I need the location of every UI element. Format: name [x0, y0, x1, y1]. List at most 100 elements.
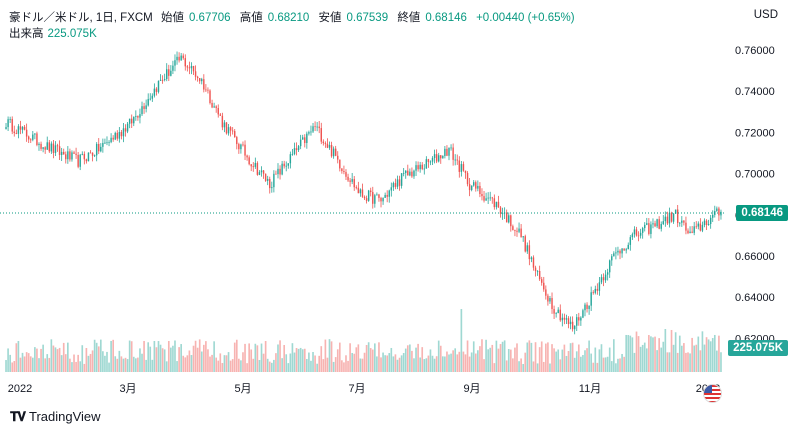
candle-body [120, 132, 123, 137]
volume-bar [540, 341, 543, 372]
candle-body [11, 119, 13, 132]
candle-body [689, 231, 691, 234]
volume-bar [159, 344, 162, 372]
volume-bar [477, 350, 479, 372]
volume-bar [291, 343, 294, 372]
volume-bar [336, 349, 339, 372]
volume-bar [709, 341, 712, 372]
volume-bar [279, 340, 281, 372]
candle-body [407, 170, 409, 176]
us-flag-icon[interactable] [703, 384, 722, 403]
volume-bar [83, 363, 86, 372]
volume-bar [213, 341, 215, 372]
candle-body [182, 55, 184, 59]
candle-body [172, 65, 174, 71]
candle-body [69, 151, 71, 160]
volume-bar [441, 356, 444, 372]
candle-body [209, 90, 211, 103]
volume-bar [192, 345, 195, 372]
candle-body [77, 154, 79, 167]
candle-body [695, 226, 697, 228]
volume-bar [312, 352, 314, 372]
candle-body [291, 153, 294, 155]
volume-bar [386, 355, 389, 372]
volume-bar [713, 334, 716, 372]
candle-body [135, 115, 137, 117]
candle-body [17, 126, 20, 134]
chart-legend: 豪ドル／米ドル, 1日, FXCM 始値 0.67706 高値 0.68210 安値… [9, 9, 581, 25]
volume-bar [299, 347, 302, 372]
candle-body [372, 192, 374, 204]
volume-bar [518, 361, 520, 372]
volume-bar [320, 346, 323, 372]
candle-body [425, 159, 428, 169]
candle-body [592, 292, 594, 294]
volume-bar [9, 354, 11, 372]
candle-body [21, 126, 24, 130]
candle-body [670, 212, 673, 222]
candle-body [341, 168, 343, 172]
candle-body [565, 318, 568, 320]
volume-bar [567, 351, 570, 372]
volume-bar [110, 340, 112, 372]
volume-bar [625, 334, 628, 372]
volume-bar [631, 337, 634, 372]
candle-body [174, 60, 176, 66]
candle-body [213, 106, 215, 108]
candle-body [497, 201, 500, 208]
candle-body [676, 209, 679, 224]
volume-bar [252, 358, 255, 372]
candle-body [256, 163, 259, 175]
candle-body [608, 260, 611, 273]
volume-bar [648, 335, 650, 372]
candle-body [349, 180, 351, 182]
time-tick-label: 2022 [8, 383, 32, 395]
candle-body [508, 215, 510, 223]
candle-body [526, 245, 529, 252]
volume-bar [458, 351, 461, 372]
candle-body [104, 142, 106, 144]
candle-body [450, 147, 452, 149]
volume-bar [219, 353, 222, 372]
volume-bar [36, 348, 38, 372]
volume-bar [153, 340, 156, 372]
volume-bar [474, 353, 477, 372]
volume-bar [538, 347, 541, 372]
candle-body [25, 129, 28, 137]
volume-bar [652, 337, 654, 372]
candle-body [65, 154, 67, 160]
volume-bar [172, 345, 174, 372]
candle-body [273, 173, 275, 188]
time-tick-label: 11月 [579, 383, 601, 395]
volume-bar [588, 340, 590, 372]
volume-bar [81, 345, 84, 372]
volume-bar [602, 357, 605, 372]
volume-bar [281, 358, 283, 372]
volume-bar [569, 343, 572, 372]
volume-bar [456, 354, 459, 372]
volume-bar [718, 335, 720, 372]
candle-body [93, 155, 96, 157]
volume-bar [689, 353, 691, 372]
candle-body [347, 176, 349, 181]
time-tick-label: 3月 [119, 383, 136, 395]
volume-bar [600, 344, 603, 372]
volume-bar [194, 340, 197, 372]
volume-bar [371, 349, 374, 372]
candle-body [112, 137, 114, 140]
candle-body [318, 126, 320, 129]
volume-bar [610, 361, 613, 372]
volume-bar [522, 363, 525, 372]
candle-body [54, 145, 57, 153]
tradingview-logo[interactable]: 𝐓𝐕 TradingView [10, 409, 101, 425]
volume-bar [44, 358, 47, 372]
candle-body [23, 126, 26, 130]
price-tag: 0.68146 [736, 205, 788, 221]
volume-bar [561, 349, 564, 372]
volume-bar [452, 350, 454, 372]
volume-bar [225, 355, 228, 372]
candle-body [654, 223, 656, 227]
volume-bar [516, 343, 518, 372]
volume-bar [108, 362, 110, 372]
